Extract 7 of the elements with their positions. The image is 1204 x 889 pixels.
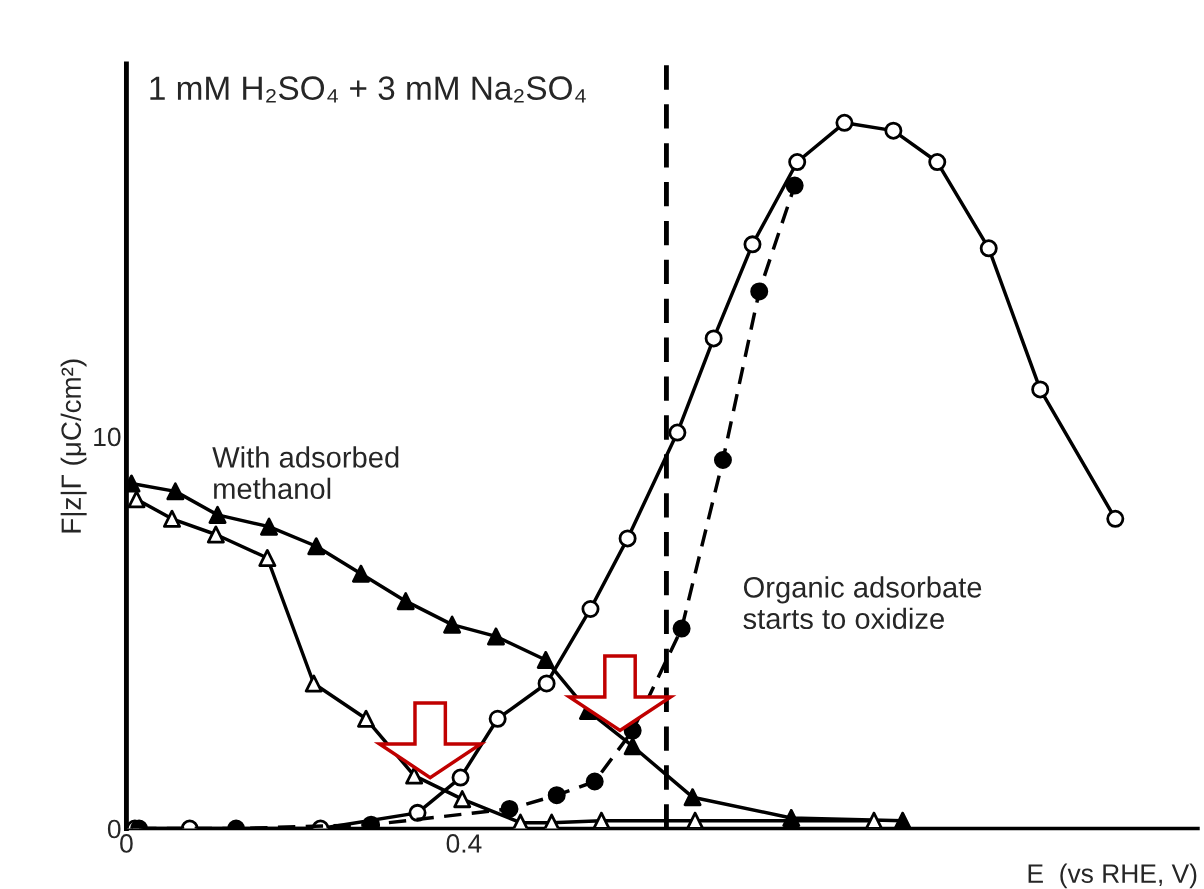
y-axis-title: F|z|Γ (μC/cm²): [60, 359, 87, 533]
y-tick-label: 10: [94, 427, 121, 447]
x-axis-title: E (vs RHE, V): [1028, 863, 1197, 889]
x-tick-label: 0.4: [446, 834, 482, 853]
annotation: With adsorbed methanol: [212, 446, 399, 500]
annotation: Organic adsorbate starts to oxidize: [743, 576, 982, 630]
chart-title: 1 mM H₂SO₄ + 3 mM Na₂SO₄: [150, 76, 586, 103]
